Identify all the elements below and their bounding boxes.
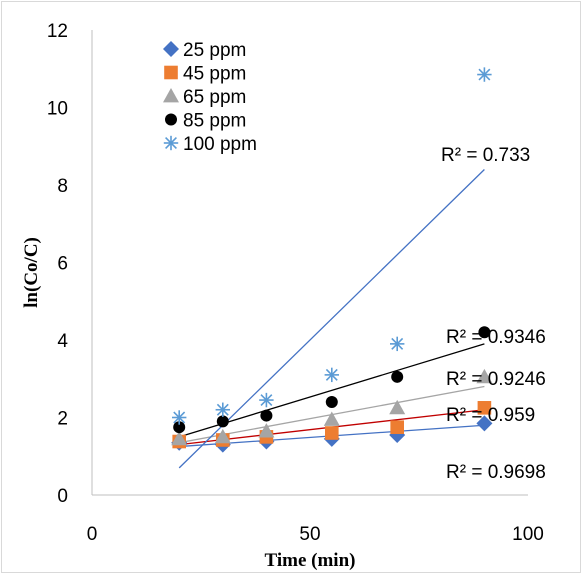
y-tick-labels: 0 2 4 6 8 10 12 (47, 21, 69, 507)
data-point-65-ppm (323, 411, 340, 426)
y-tick-label: 4 (57, 331, 68, 352)
x-tick-label: 100 (512, 524, 544, 545)
data-point-25-ppm (476, 415, 493, 432)
r2-label-85-ppm: R² = 0.9346 (446, 327, 546, 348)
legend-marker-25-ppm (163, 41, 179, 57)
data-point-65-ppm (214, 428, 231, 444)
data-point-85-ppm (173, 421, 186, 434)
legend-label-65-ppm: 65 ppm (183, 87, 246, 108)
legend-marker-65-ppm (163, 88, 179, 103)
legend-label-25-ppm: 25 ppm (183, 40, 246, 61)
r2-label-25-ppm: R² = 0.9698 (446, 462, 546, 483)
r2-label-65-ppm: R² = 0.9246 (446, 369, 546, 390)
legend-marker-45-ppm (164, 65, 178, 80)
data-point-100-ppm (324, 367, 339, 383)
data-point-85-ppm (325, 396, 338, 408)
y-tick-label: 10 (47, 99, 68, 120)
data-point-65-ppm (171, 430, 188, 446)
data-point-65-ppm (389, 399, 406, 415)
r2-labels: R² = 0.9698 R² = 0.959 R² = 0.9246 R² = 0.9… (441, 145, 546, 483)
data-point-45-ppm (390, 420, 404, 434)
legend-label-100-ppm: 100 ppm (183, 134, 257, 155)
y-tick-label: 0 (57, 486, 68, 507)
trendline-100-ppm (178, 169, 485, 469)
data-point-100-ppm (390, 336, 405, 352)
x-axis-title: Time (min) (265, 550, 356, 571)
x-tick-labels: 0 50 100 (87, 524, 544, 545)
data-point-85-ppm (260, 409, 273, 422)
data-points (171, 67, 493, 453)
y-axis-title: ln(Co/C) (21, 237, 42, 308)
data-point-100-ppm (259, 392, 274, 408)
data-point-45-ppm (477, 401, 492, 415)
y-tick-label: 6 (57, 254, 68, 275)
data-point-100-ppm (215, 402, 230, 417)
data-point-85-ppm (478, 326, 491, 339)
data-point-65-ppm (476, 368, 493, 384)
data-point-100-ppm (477, 67, 492, 82)
data-point-45-ppm (325, 426, 339, 440)
x-tick-label: 50 (299, 524, 320, 545)
trendline-85-ppm (179, 343, 485, 438)
y-tick-label: 2 (57, 409, 68, 430)
y-tick-label: 8 (57, 176, 68, 197)
r2-label-45-ppm: R² = 0.959 (446, 405, 535, 426)
y-tick-label: 12 (47, 21, 68, 42)
axes (91, 30, 528, 496)
data-point-65-ppm (258, 423, 275, 438)
x-tick-label: 0 (87, 524, 98, 545)
data-point-85-ppm (391, 370, 404, 383)
data-point-85-ppm (216, 415, 229, 428)
legend-marker-100-ppm (163, 135, 179, 151)
legend-marker-85-ppm (165, 113, 177, 126)
r2-label-100-ppm: R² = 0.733 (441, 145, 530, 166)
legend-label-85-ppm: 85 ppm (183, 111, 246, 132)
data-point-100-ppm (172, 410, 187, 425)
legend-label-45-ppm: 45 ppm (183, 64, 246, 85)
